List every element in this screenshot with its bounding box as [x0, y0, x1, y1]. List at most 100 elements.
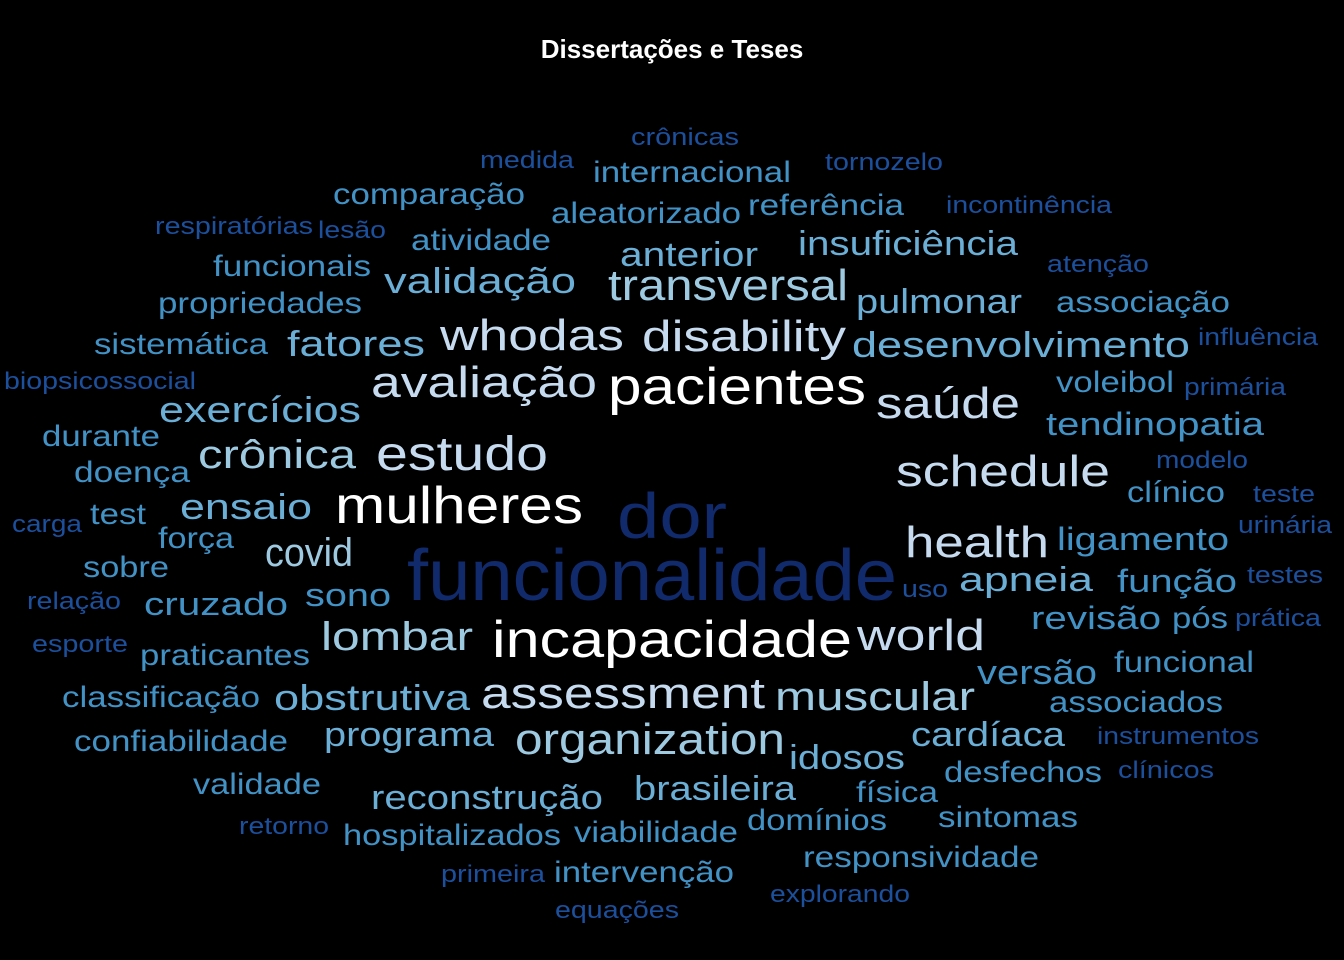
cloud-word: doença — [74, 456, 190, 489]
cloud-word: sobre — [83, 551, 169, 584]
cloud-word: domínios — [747, 804, 887, 837]
cloud-word: voleibol — [1056, 366, 1174, 399]
cloud-word: pós — [1172, 602, 1228, 635]
cloud-word: whodas — [439, 311, 624, 360]
cloud-word: versão — [977, 654, 1097, 692]
cloud-word: sono — [305, 577, 391, 613]
cloud-word: primeira — [441, 861, 546, 888]
cloud-word: física — [856, 776, 938, 809]
cloud-word: organization — [515, 715, 785, 764]
cloud-word: obstrutiva — [274, 677, 471, 718]
cloud-word: transversal — [608, 261, 848, 310]
cloud-word: estudo — [376, 428, 548, 481]
cloud-word: schedule — [896, 447, 1110, 496]
cloud-word: uso — [902, 576, 948, 603]
cloud-word: ensaio — [180, 486, 312, 527]
cloud-word: test — [90, 498, 147, 531]
chart-title: Dissertações e Teses — [540, 34, 804, 64]
cloud-word: responsividade — [803, 841, 1039, 874]
cloud-word: health — [905, 518, 1049, 567]
cloud-word: praticantes — [140, 639, 310, 672]
cloud-word: primária — [1184, 374, 1287, 401]
cloud-word: disability — [642, 312, 846, 361]
cloud-word: intervenção — [554, 856, 734, 889]
cloud-word: atenção — [1047, 251, 1149, 278]
cloud-word: muscular — [775, 675, 975, 719]
cloud-word: instrumentos — [1097, 723, 1259, 750]
cloud-word: internacional — [593, 156, 791, 189]
cloud-word: biopsicossocial — [4, 368, 196, 395]
cloud-word: sintomas — [938, 801, 1078, 834]
cloud-word: equações — [555, 897, 679, 924]
cloud-word: atividade — [411, 224, 551, 257]
cloud-word: testes — [1247, 562, 1323, 589]
cloud-word: covid — [265, 531, 353, 575]
cloud-word: influência — [1198, 324, 1319, 351]
cloud-word: reconstrução — [371, 779, 603, 817]
cloud-word: propriedades — [158, 287, 362, 320]
cloud-word: função — [1117, 563, 1237, 599]
cloud-word: crônica — [198, 433, 357, 477]
cloud-word: esporte — [32, 631, 128, 658]
cloud-word: anterior — [620, 236, 758, 274]
cloud-word: pulmonar — [856, 283, 1022, 321]
cloud-word: assessment — [481, 669, 765, 718]
cloud-word: funcional — [1114, 646, 1254, 679]
cloud-word: clínico — [1127, 476, 1225, 509]
cloud-word: classificação — [62, 681, 260, 714]
cloud-word: pacientes — [608, 358, 866, 416]
cloud-word: sistemática — [94, 328, 268, 361]
cloud-word: cardíaca — [911, 716, 1065, 754]
cloud-word: fatores — [287, 323, 425, 364]
cloud-word: validade — [193, 768, 321, 801]
cloud-word: incontinência — [946, 192, 1113, 219]
cloud-word: desfechos — [944, 756, 1102, 789]
cloud-word: retorno — [239, 813, 329, 840]
cloud-word: dor — [617, 480, 727, 552]
cloud-word: funcionais — [213, 250, 371, 283]
cloud-word: avaliação — [371, 358, 597, 407]
cloud-word: programa — [324, 716, 494, 754]
cloud-word: aleatorizado — [551, 197, 741, 230]
cloud-word: viabilidade — [574, 816, 738, 849]
cloud-word: associados — [1049, 686, 1223, 719]
cloud-word: teste — [1253, 481, 1315, 508]
cloud-word: cruzado — [144, 586, 288, 622]
cloud-word: urinária — [1238, 512, 1333, 539]
cloud-word: apneia — [959, 561, 1093, 599]
cloud-word: exercícios — [159, 389, 361, 430]
cloud-word: validação — [384, 260, 576, 301]
cloud-word: incapacidade — [492, 611, 852, 669]
cloud-word: prática — [1235, 605, 1322, 632]
cloud-word: desenvolvimento — [852, 324, 1190, 365]
cloud-word: saúde — [876, 379, 1020, 428]
cloud-word: confiabilidade — [74, 725, 288, 758]
cloud-word: associação — [1056, 286, 1230, 319]
cloud-word: funcionalidade — [407, 536, 897, 616]
cloud-word: ligamento — [1057, 521, 1229, 557]
cloud-word: world — [856, 611, 985, 660]
cloud-word: insuficiência — [798, 225, 1018, 263]
cloud-word: explorando — [770, 881, 910, 908]
cloud-word: brasileira — [634, 770, 796, 808]
cloud-word: durante — [42, 420, 160, 453]
cloud-word: comparação — [333, 178, 525, 211]
cloud-word: força — [158, 522, 234, 555]
cloud-word: respiratórias — [155, 213, 313, 240]
cloud-word: lombar — [321, 615, 473, 659]
cloud-word: carga — [12, 511, 83, 538]
cloud-word: referência — [748, 189, 904, 222]
cloud-word: clínicos — [1118, 757, 1214, 784]
cloud-word: lesão — [318, 217, 386, 244]
cloud-word: idosos — [789, 739, 905, 777]
cloud-word: tendinopatia — [1046, 406, 1264, 442]
cloud-word: relação — [27, 588, 121, 615]
cloud-word: hospitalizados — [343, 819, 561, 852]
cloud-word: medida — [480, 147, 575, 174]
cloud-word: revisão — [1031, 600, 1161, 636]
cloud-word: tornozelo — [825, 149, 943, 176]
cloud-word: mulheres — [335, 477, 583, 535]
cloud-word: crônicas — [631, 124, 739, 151]
cloud-word: modelo — [1156, 447, 1248, 474]
